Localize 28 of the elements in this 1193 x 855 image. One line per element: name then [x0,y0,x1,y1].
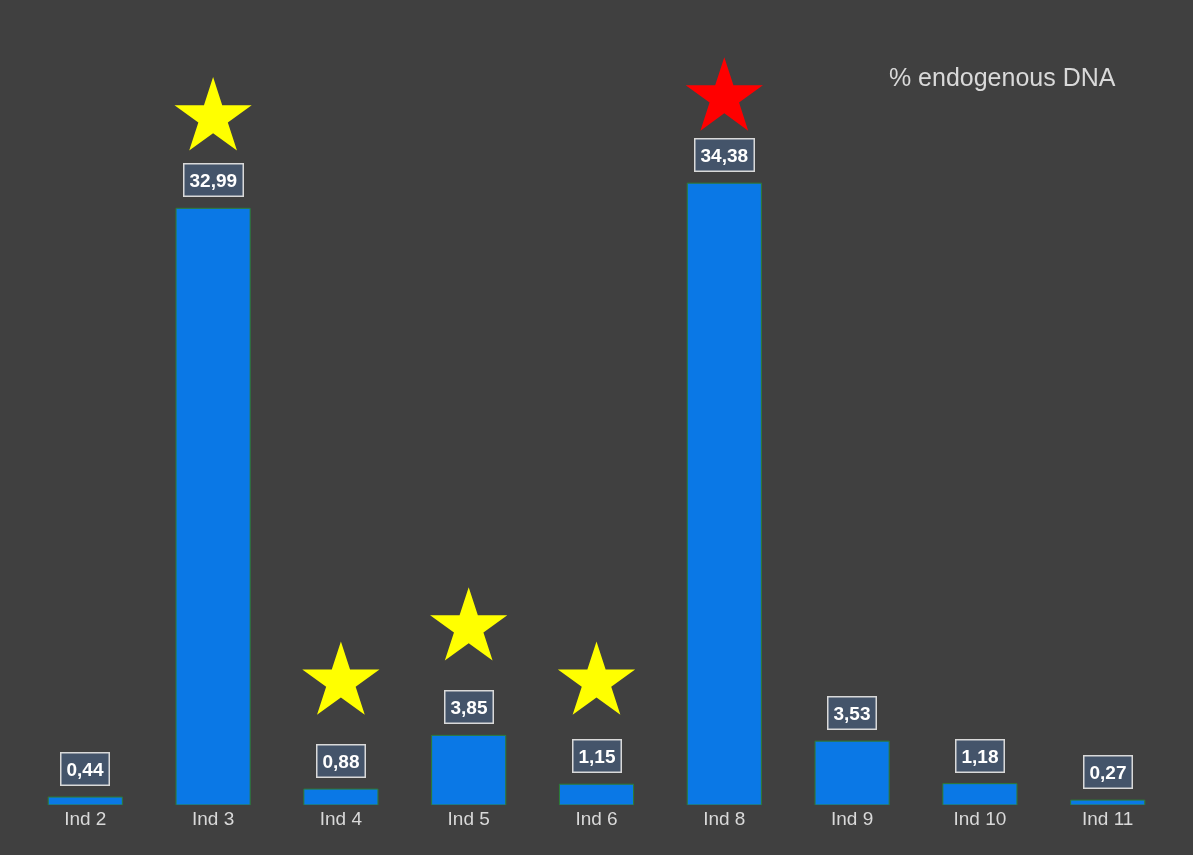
data-label: 34,38 [700,144,749,166]
bar [431,734,507,805]
bar [686,182,762,805]
x-tick-label: Ind 8 [703,808,746,829]
data-label: 32,99 [189,169,238,191]
chart-title: % endogenous DNA [888,62,1116,91]
data-label: 0,88 [322,750,360,772]
bar [175,207,251,805]
bar [47,796,123,805]
x-tick-label: Ind 4 [319,808,363,829]
x-tick-label: Ind 3 [191,808,235,829]
bar [558,783,635,805]
data-label: 1,15 [578,745,616,767]
x-tick-label: Ind 5 [447,808,490,829]
x-tick-label: Ind 9 [830,808,874,829]
x-tick-label: Ind 11 [1082,808,1134,829]
x-tick-label: Ind 6 [575,808,618,829]
x-tick-label: Ind 10 [953,808,1007,829]
bar [303,788,379,805]
bar [942,783,1018,805]
data-label: 0,27 [1089,761,1127,783]
data-label: 3,85 [450,696,488,718]
data-label: 0,44 [66,758,104,780]
bar [1070,799,1146,805]
data-label: 1,18 [961,745,999,767]
data-label: 3,53 [833,702,871,724]
bar [814,740,890,805]
x-tick-label: Ind 2 [64,808,107,829]
